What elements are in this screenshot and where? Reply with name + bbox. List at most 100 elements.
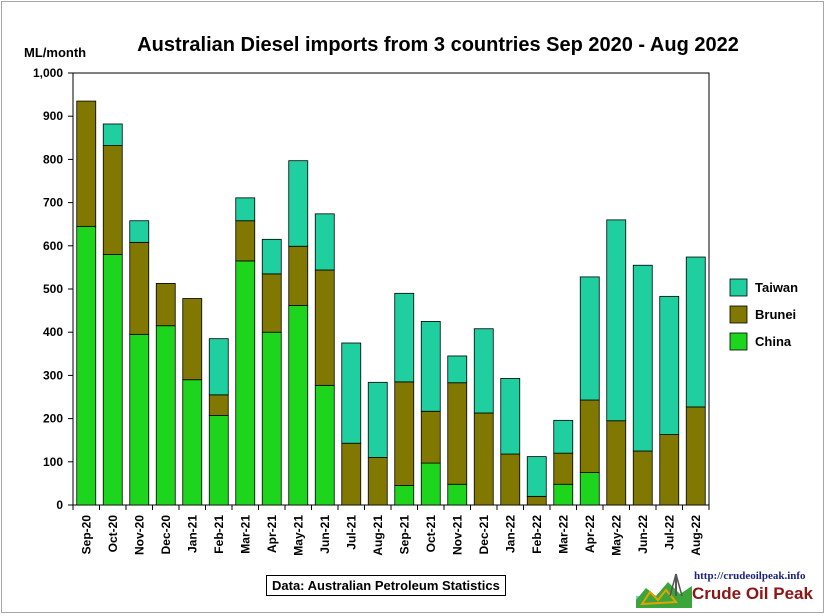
bar-segment-taiwan [553,419,574,454]
bar-segment-taiwan [288,160,309,247]
data-source-note: Data: Australian Petroleum Statistics [266,575,506,596]
bar-segment-brunei [420,410,441,464]
bar-segment-brunei [129,241,150,335]
x-tick-label: Jun-22 [636,515,650,554]
x-tick-label: May-22 [609,515,623,556]
y-axis-unit-label: ML/month [24,45,86,60]
bar-segment-china [76,225,97,506]
bar-segment-china [208,415,229,506]
bar-segment-china [235,260,256,506]
x-tick-label: Feb-21 [212,515,226,554]
bar-segment-brunei [526,495,547,506]
bar-segment-brunei [155,282,176,327]
bar-segment-brunei [261,273,282,333]
bar-segment-china [261,331,282,506]
y-tick-label: 400 [43,325,63,339]
x-tick-label: Mar-21 [238,515,252,554]
bar-segment-brunei [659,434,680,506]
oil-rig-icon [636,573,692,608]
y-tick-label: 200 [43,412,63,426]
x-tick-label: Nov-20 [132,515,146,555]
bar-segment-taiwan [447,355,468,384]
bar-segment-china [553,483,574,506]
bar-segment-brunei [447,382,468,485]
y-axis-ticks: 0 100 200 300 400 500 600 700 800 900 1,000 [33,66,73,512]
legend-label-china: China [755,334,792,349]
bar-segment-taiwan [261,238,282,275]
bar-segment-taiwan [235,197,256,222]
x-tick-label: Jul-21 [344,515,358,550]
x-axis-ticks: Sep-20 Oct-20 Nov-20 Dec-20 Jan-21 Feb-21 Mar-… [72,505,710,556]
y-tick-label: 900 [43,109,63,123]
bar-segment-taiwan [102,123,123,146]
x-tick-label: Sep-20 [79,515,93,555]
x-tick-label: Jan-21 [185,515,199,553]
bar-segment-brunei [102,145,123,255]
x-tick-label: Apr-21 [265,515,279,553]
bar-segment-taiwan [685,256,706,408]
logo-url-text[interactable]: http://crudeoilpeak.info [694,570,806,582]
x-tick-label: Feb-22 [530,515,544,554]
y-tick-label: 500 [43,282,63,296]
bar-segment-brunei [553,452,574,485]
legend-swatch-china [729,332,748,351]
bars-group [76,100,706,506]
bar-segment-brunei [314,269,335,386]
bar-segment-taiwan [420,320,441,412]
bar-segment-brunei [685,406,706,506]
bar-segment-taiwan [579,276,600,401]
legend-swatch-taiwan [729,278,748,297]
x-tick-label: Jan-22 [503,515,517,553]
y-tick-label: 1,000 [33,66,63,80]
bar-segment-taiwan [341,342,362,444]
bar-segment-taiwan [659,295,680,435]
crude-oil-peak-logo: http://crudeoilpeak.info Crude Oil Peak [636,570,818,608]
y-tick-label: 100 [43,455,63,469]
legend-label-brunei: Brunei [755,307,796,322]
bar-segment-taiwan [367,381,388,458]
x-tick-label: Oct-20 [106,515,120,553]
plot-area [72,72,710,506]
bar-segment-brunei [579,399,600,473]
bar-segment-brunei [606,420,627,506]
legend: Taiwan Brunei China [729,278,798,351]
bar-segment-china [129,333,150,506]
bar-segment-china [394,485,415,506]
bar-segment-taiwan [500,378,521,455]
bar-segment-taiwan [632,264,653,452]
y-tick-label: 800 [43,152,63,166]
bar-segment-brunei [182,298,203,381]
x-tick-label: Mar-22 [556,515,570,554]
x-tick-label: Sep-21 [397,515,411,555]
x-tick-label: Apr-22 [583,515,597,553]
bar-segment-china [102,254,123,506]
bar-segment-brunei [341,442,362,506]
bar-segment-china [420,462,441,506]
bar-segment-china [447,483,468,506]
legend-label-taiwan: Taiwan [755,280,798,295]
bar-segment-brunei [208,394,229,416]
bar-segment-taiwan [208,338,229,396]
bar-segment-brunei [473,412,494,506]
bar-segment-brunei [500,453,521,506]
bar-segment-brunei [235,220,256,262]
chart-title: Australian Diesel imports from 3 countri… [137,34,739,56]
bar-segment-china [314,384,335,506]
bar-segment-china [288,305,309,506]
x-tick-label: Aug-21 [371,515,385,556]
bar-segment-brunei [76,100,97,227]
x-tick-label: Aug-22 [689,515,703,556]
logo-name-text: Crude Oil Peak [692,584,813,603]
bar-segment-china [182,379,203,506]
bar-segment-brunei [288,245,309,306]
bar-segment-brunei [394,381,415,486]
bar-segment-taiwan [606,219,627,422]
x-tick-label: Dec-20 [159,515,173,555]
legend-swatch-brunei [729,305,748,324]
bar-segment-taiwan [129,220,150,243]
bar-segment-china [579,472,600,506]
y-tick-label: 300 [43,368,63,382]
bar-segment-brunei [367,457,388,506]
bar-segment-taiwan [394,292,415,383]
